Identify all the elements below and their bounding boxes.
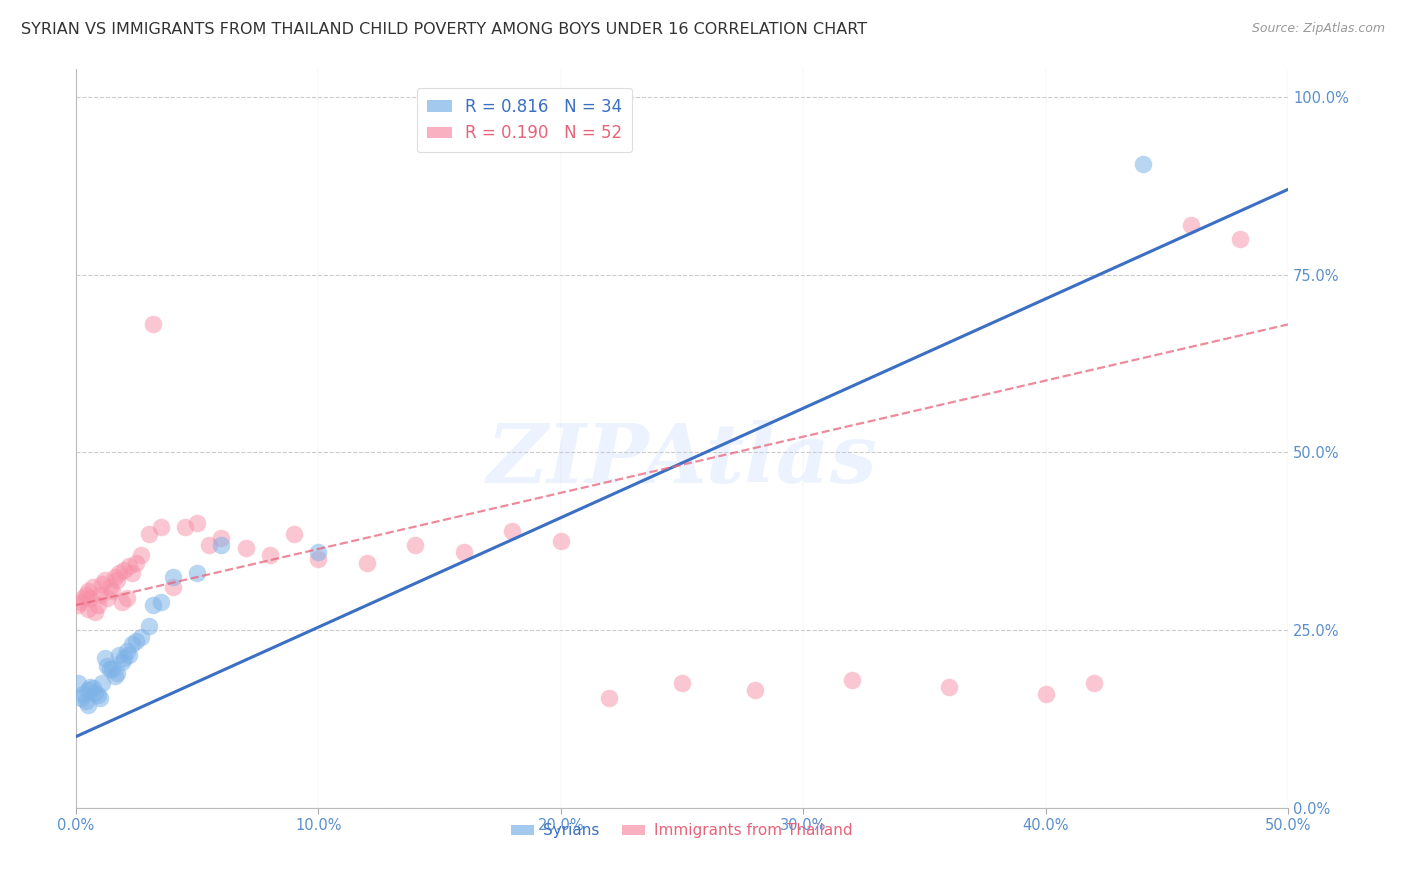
Point [1083,676,1105,690]
Point [162,570,184,584]
Point [149,594,172,608]
Point [75,587,97,601]
Legend: Syrians, Immigrants from Thailand: Syrians, Immigrants from Thailand [505,817,859,845]
Point [91,676,114,690]
Point [162,581,184,595]
Text: ZIPAtlas: ZIPAtlas [486,420,877,500]
Point [174,520,197,534]
Point [79,680,101,694]
Point [235,541,257,556]
Point [84,605,107,619]
Point [94,574,117,588]
Point [108,648,131,662]
Point [1132,157,1154,171]
Point [104,669,127,683]
Point [77,584,100,599]
Point [96,591,118,605]
Point [108,566,131,581]
Point [198,538,221,552]
Point [125,633,148,648]
Point [101,662,124,676]
Point [69,690,91,705]
Point [186,516,208,531]
Point [1035,687,1057,701]
Point [105,574,128,588]
Point [101,584,124,599]
Point [671,676,693,690]
Point [104,570,127,584]
Point [501,524,523,538]
Point [89,690,111,705]
Point [96,658,118,673]
Point [307,545,329,559]
Point [75,694,97,708]
Point [744,683,766,698]
Point [118,559,141,574]
Point [142,598,165,612]
Point [404,538,426,552]
Point [84,685,107,699]
Point [111,655,134,669]
Point [82,581,104,595]
Point [86,598,108,612]
Point [209,538,232,552]
Point [938,680,960,694]
Point [1180,218,1202,232]
Point [91,577,114,591]
Point [94,651,117,665]
Point [86,689,108,703]
Point [121,566,143,581]
Point [112,651,135,665]
Point [259,549,281,563]
Point [72,687,94,701]
Point [138,527,160,541]
Point [72,591,94,605]
Point [111,594,134,608]
Point [1229,232,1251,246]
Point [209,531,232,545]
Point [550,534,572,549]
Point [112,563,135,577]
Point [105,665,128,680]
Point [307,552,329,566]
Point [598,690,620,705]
Point [89,587,111,601]
Point [142,318,165,332]
Point [98,662,121,676]
Point [77,601,100,615]
Point [98,581,121,595]
Point [138,619,160,633]
Point [69,594,91,608]
Point [129,630,152,644]
Text: SYRIAN VS IMMIGRANTS FROM THAILAND CHILD POVERTY AMONG BOYS UNDER 16 CORRELATION: SYRIAN VS IMMIGRANTS FROM THAILAND CHILD… [21,22,868,37]
Point [67,676,90,690]
Point [115,644,138,658]
Point [283,527,305,541]
Point [149,520,172,534]
Point [67,598,90,612]
Point [77,698,100,712]
Point [453,545,475,559]
Point [129,549,152,563]
Point [186,566,208,581]
Point [356,556,378,570]
Point [118,648,141,662]
Point [115,591,138,605]
Point [125,556,148,570]
Point [79,591,101,605]
Text: Source: ZipAtlas.com: Source: ZipAtlas.com [1251,22,1385,36]
Point [77,683,100,698]
Point [121,637,143,651]
Point [82,681,104,696]
Point [841,673,863,687]
